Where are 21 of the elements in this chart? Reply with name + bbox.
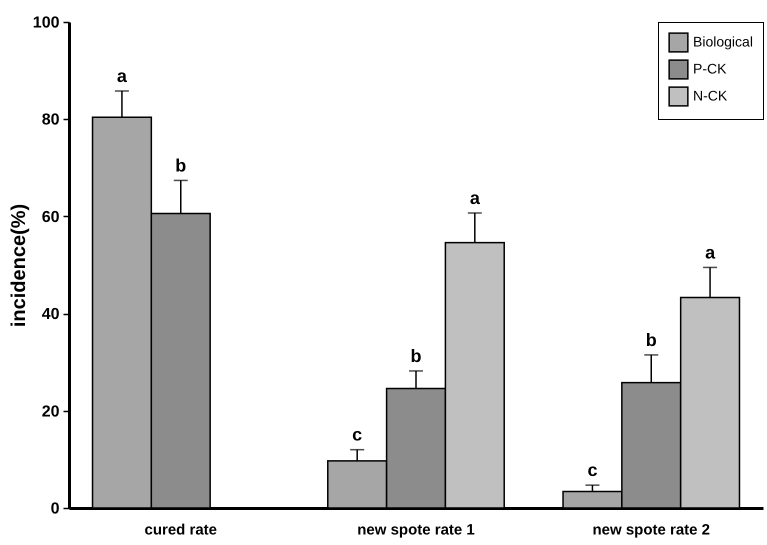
data-label: a [470, 188, 481, 208]
data-label: a [116, 66, 128, 86]
data-label: c [352, 424, 362, 445]
legend-label: P-CK [693, 60, 728, 76]
data-label: b [175, 155, 186, 176]
legend-label: Biological [693, 34, 753, 50]
y-tick-label: 40 [42, 306, 60, 324]
y-tick-label: 20 [42, 403, 60, 420]
data-label: b [410, 346, 422, 366]
x-tick-label: new spote rate 1 [357, 522, 475, 538]
legend-label: N-CK [693, 88, 728, 104]
x-tick-label: cured rate [144, 522, 218, 538]
x-tick-label: new spote rate 2 [592, 522, 710, 538]
data-label: c [587, 460, 598, 480]
data-label: a [705, 242, 716, 262]
y-axis-title: incidence(%) [8, 204, 30, 328]
y-tick-label: 80 [42, 112, 60, 129]
y-tick-label: 100 [32, 14, 60, 32]
y-tick-label: 60 [42, 208, 60, 226]
y-tick-label: 0 [50, 500, 60, 518]
data-label: b [646, 330, 657, 350]
